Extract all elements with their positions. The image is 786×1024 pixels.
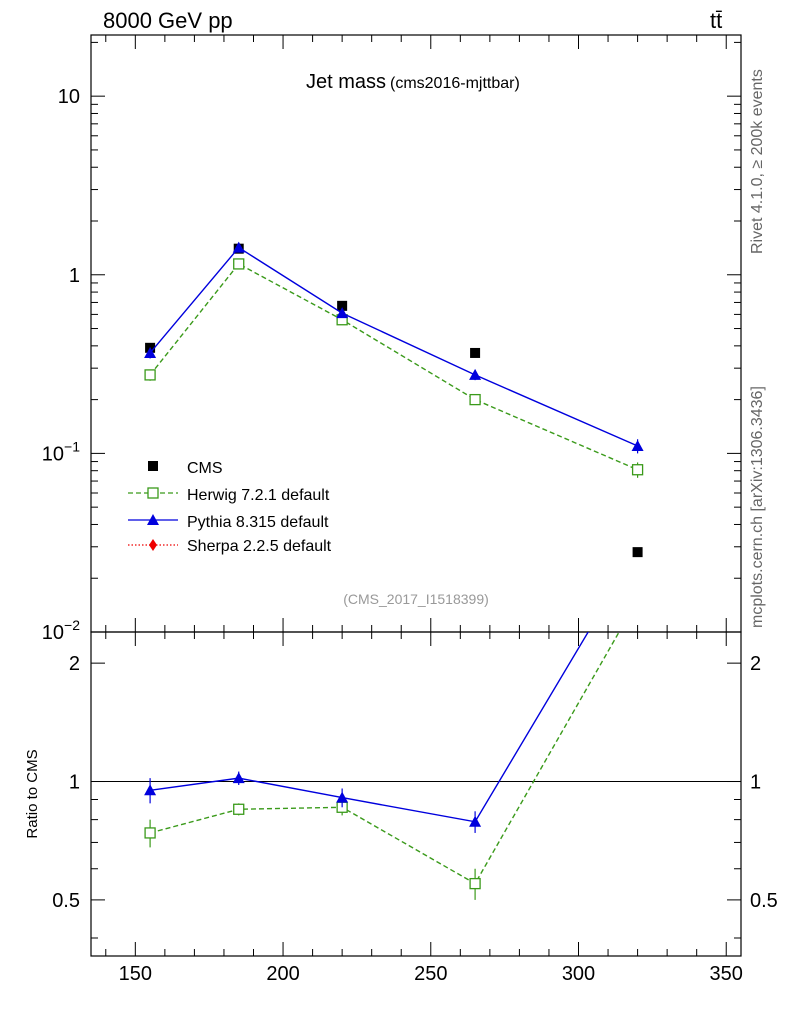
pythia-point <box>336 307 349 319</box>
pythia-point <box>232 241 245 253</box>
ratio-plot-panel: 2 2 1 1 0.5 0.5 150 200 250 300 350 Ratio to CMS <box>24 595 778 985</box>
x-tick-label: 200 <box>266 963 299 985</box>
x-tick-label: 300 <box>562 963 595 985</box>
cms-point <box>470 347 481 358</box>
pythia-ratio-point <box>336 791 349 803</box>
pythia-ratio-point <box>469 815 482 827</box>
herwig-point <box>144 369 156 381</box>
ratio-axis-ticks: 2 2 1 1 0.5 0.5 150 200 250 300 350 <box>52 632 778 985</box>
y-tick-label: 10 <box>58 86 80 108</box>
herwig-point <box>469 393 481 406</box>
x-tick-label: 350 <box>710 963 743 985</box>
legend-herwig-marker <box>147 487 159 499</box>
herwig-ratio-line <box>149 632 620 885</box>
herwig-ratio-point <box>144 827 156 839</box>
plot-subtitle: (cms2016-mjttbar) <box>390 75 520 92</box>
header-process-label: tt̄ <box>710 8 722 33</box>
herwig-ratio-point <box>469 877 481 890</box>
ratio-y-tick-label-right: 1 <box>750 772 761 794</box>
pythia-ratio-line <box>149 632 589 823</box>
ratio-y-tick-label-left: 1 <box>69 772 80 794</box>
legend-pythia-marker <box>147 514 159 525</box>
legend: CMS Herwig 7.2.1 default Pythia 8.315 de… <box>128 460 332 555</box>
legend-sherpa-marker <box>149 539 157 551</box>
legend-sherpa-label: Sherpa 2.2.5 default <box>187 538 332 555</box>
ratio-y-tick-label-left: 0.5 <box>52 890 80 912</box>
main-series-layer <box>144 241 644 558</box>
cms-point <box>632 547 643 558</box>
ratio-y-tick-label-right: 0.5 <box>750 890 778 912</box>
pythia-line <box>149 246 638 447</box>
analysis-id-label: (CMS_2017_I1518399) <box>343 591 489 607</box>
main-plot-panel: 10 1 10−1 10−2 Jet mass (cms2016-mjttbar) (… <box>42 34 742 644</box>
pythia-point <box>469 368 482 380</box>
mcplots-source-label: mcplots.cern.ch [arXiv:1306.3436] <box>749 386 766 628</box>
legend-cms-marker <box>148 461 158 471</box>
herwig-line <box>149 263 638 471</box>
pythia-point <box>144 346 157 358</box>
herwig-point <box>631 464 644 476</box>
header-energy-label: 8000 GeV pp <box>103 8 233 33</box>
herwig-ratio-point <box>233 803 245 815</box>
herwig-point <box>233 258 245 270</box>
y-tick-label: 10−1 <box>42 438 80 465</box>
rivet-version-label: Rivet 4.1.0, ≥ 200k events <box>749 69 766 254</box>
pythia-point <box>631 439 644 451</box>
legend-herwig-label: Herwig 7.2.1 default <box>187 487 330 504</box>
ratio-series-layer <box>144 595 643 900</box>
legend-cms-label: CMS <box>187 460 223 477</box>
pythia-ratio-point <box>232 772 245 784</box>
ratio-y-tick-label-left: 2 <box>69 653 80 675</box>
cms-point <box>337 300 348 311</box>
y-tick-label: 1 <box>69 265 80 287</box>
main-axis-ticks: 10 1 10−1 10−2 <box>42 35 741 644</box>
herwig-ratio-point <box>633 595 643 605</box>
y-tick-label: 10−2 <box>42 617 80 644</box>
x-tick-label: 150 <box>119 963 152 985</box>
legend-pythia-label: Pythia 8.315 default <box>187 514 329 531</box>
pythia-ratio-point <box>144 784 157 796</box>
ratio-y-axis-label: Ratio to CMS <box>24 749 41 838</box>
ratio-plot-frame <box>90 631 742 957</box>
plot-title: Jet mass <box>306 71 386 93</box>
x-tick-label: 250 <box>414 963 447 985</box>
ratio-y-tick-label-right: 2 <box>750 653 761 675</box>
